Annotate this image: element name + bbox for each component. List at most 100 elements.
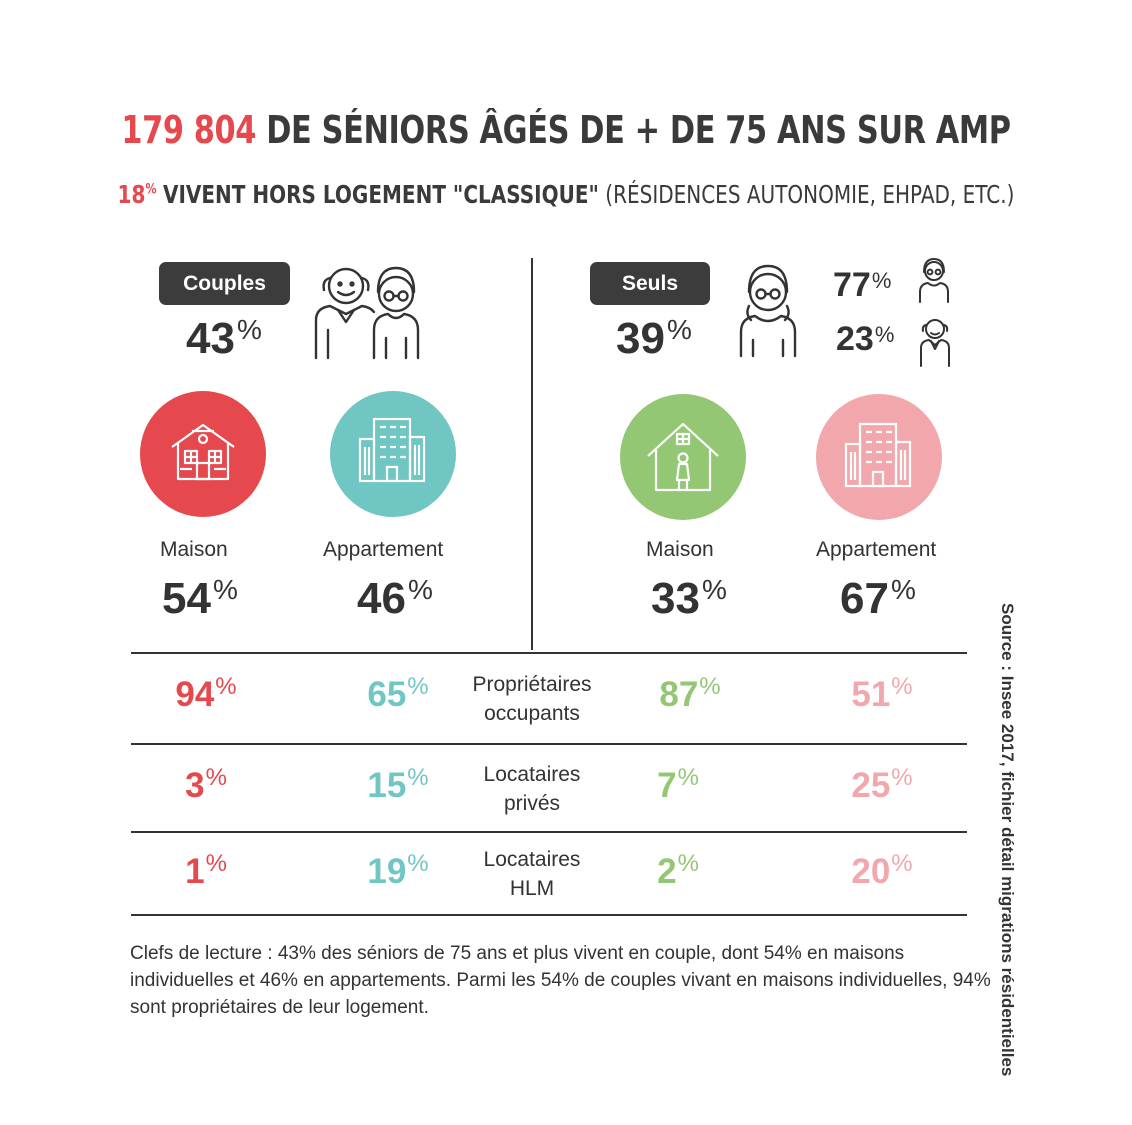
elderly-man-small-icon xyxy=(918,316,952,368)
seuls-maison-circle xyxy=(620,394,746,520)
subtitle-pct: 18 xyxy=(117,180,146,209)
seuls-appartement-pct: 67% xyxy=(840,574,916,624)
seuls-appartement-label: Appartement xyxy=(816,538,937,561)
table-divider xyxy=(131,743,967,745)
couples-appartement-label: Appartement xyxy=(323,538,444,561)
couples-maison-pct: 54% xyxy=(162,574,238,624)
pct-unit: % xyxy=(677,850,699,877)
seuls-maison-pct-value: 33 xyxy=(651,574,700,623)
seuls-maison-label: Maison xyxy=(646,538,714,561)
pct-unit: % xyxy=(666,314,692,345)
seuls-appartement-pct-value: 67 xyxy=(840,574,889,623)
cell-value: 2 xyxy=(657,852,677,891)
seuls-maison-pct: 33% xyxy=(651,574,727,624)
couples-appartement-circle xyxy=(330,391,456,517)
couples-maison-pct-value: 54 xyxy=(162,574,211,623)
table-cell-seuls-appartement: 20% xyxy=(812,850,952,892)
table-cell-seuls-maison: 87% xyxy=(620,673,760,715)
table-cell-seuls-maison: 7% xyxy=(608,764,748,806)
seuls-women-pct: 77% xyxy=(833,266,891,305)
subtitle-pct-unit: % xyxy=(145,181,157,198)
pct-unit: % xyxy=(407,850,429,877)
pct-unit: % xyxy=(701,574,727,605)
row-label-proprietaires: Propriétaires occupants xyxy=(452,670,612,728)
seuls-pct-value: 39 xyxy=(616,314,665,363)
pct-unit: % xyxy=(699,673,721,700)
table-divider xyxy=(131,914,967,916)
title-text: DE SÉNIORS ÂGÉS DE + DE 75 ANS SUR AMP xyxy=(266,108,1011,152)
seuls-badge: Seuls xyxy=(590,262,710,305)
pct-unit: % xyxy=(236,314,262,345)
cell-value: 15 xyxy=(367,766,407,805)
cell-value: 94 xyxy=(175,675,215,714)
table-cell-couples-appartement: 15% xyxy=(328,764,468,806)
couples-maison-label: Maison xyxy=(160,538,228,561)
pct-unit: % xyxy=(205,764,227,791)
cell-value: 51 xyxy=(851,675,891,714)
couples-pct: 43% xyxy=(186,314,262,364)
seuls-women-pct-value: 77 xyxy=(833,266,871,304)
table-cell-seuls-appartement: 25% xyxy=(812,764,952,806)
apartment-building-icon xyxy=(358,417,426,483)
house-icon xyxy=(647,422,719,492)
table-cell-couples-maison: 3% xyxy=(136,764,276,806)
reading-key-note: Clefs de lecture : 43% des séniors de 75… xyxy=(130,943,991,1018)
cell-value: 1 xyxy=(185,852,205,891)
page-subtitle: 18% VIVENT HORS LOGEMENT "CLASSIQUE" (RÉ… xyxy=(113,180,1019,209)
row-label-line: Propriétaires xyxy=(472,673,592,696)
table-cell-couples-appartement: 65% xyxy=(328,673,468,715)
seuls-appartement-circle xyxy=(816,394,942,520)
table-divider xyxy=(131,652,967,654)
elderly-woman-small-icon xyxy=(916,256,952,304)
cell-value: 19 xyxy=(367,852,407,891)
couples-maison-circle xyxy=(140,391,266,517)
title-number: 179 804 xyxy=(121,108,257,152)
table-cell-couples-maison: 94% xyxy=(136,673,276,715)
table-cell-seuls-appartement: 51% xyxy=(812,673,952,715)
page-title: 179 804 DE SÉNIORS ÂGÉS DE + DE 75 ANS S… xyxy=(113,108,1019,152)
pct-unit: % xyxy=(212,574,238,605)
pct-unit: % xyxy=(407,764,429,791)
source-note: Source : Insee 2017, fichier détail migr… xyxy=(998,603,1017,1077)
cell-value: 25 xyxy=(851,766,891,805)
cell-value: 87 xyxy=(659,675,699,714)
seuls-pct: 39% xyxy=(616,314,692,364)
row-label-line: HLM xyxy=(509,877,555,900)
table-cell-seuls-maison: 2% xyxy=(608,850,748,892)
pct-unit: % xyxy=(871,268,892,293)
pct-unit: % xyxy=(874,322,895,347)
pct-unit: % xyxy=(407,673,429,700)
couples-appartement-pct-value: 46 xyxy=(357,574,406,623)
couples-appartement-pct: 46% xyxy=(357,574,433,624)
seuls-men-pct: 23% xyxy=(836,320,894,359)
vertical-divider xyxy=(531,258,533,650)
pct-unit: % xyxy=(891,764,913,791)
subtitle-bold: VIVENT HORS LOGEMENT "CLASSIQUE" xyxy=(162,180,599,209)
row-label-line: privés xyxy=(503,792,561,815)
house-icon xyxy=(171,423,235,481)
table-cell-couples-appartement: 19% xyxy=(328,850,468,892)
seuls-men-pct-value: 23 xyxy=(836,320,874,358)
row-label-line: Locataires xyxy=(483,848,581,871)
row-label-locataires-prives: Locataires privés xyxy=(452,760,612,818)
table-divider xyxy=(131,831,967,833)
row-label-line: Locataires xyxy=(483,763,581,786)
table-cell-couples-maison: 1% xyxy=(136,850,276,892)
pct-unit: % xyxy=(215,673,237,700)
subtitle-rest: (RÉSIDENCES AUTONOMIE, EHPAD, ETC.) xyxy=(605,180,1015,209)
pct-unit: % xyxy=(891,673,913,700)
cell-value: 65 xyxy=(367,675,407,714)
cell-value: 7 xyxy=(657,766,677,805)
apartment-building-icon xyxy=(844,422,912,488)
elderly-woman-icon xyxy=(735,262,801,358)
cell-value: 3 xyxy=(185,766,205,805)
couples-pct-value: 43 xyxy=(186,314,235,363)
cell-value: 20 xyxy=(851,852,891,891)
couples-badge: Couples xyxy=(159,262,290,305)
pct-unit: % xyxy=(890,574,916,605)
pct-unit: % xyxy=(205,850,227,877)
row-label-line: occupants xyxy=(484,702,580,725)
pct-unit: % xyxy=(677,764,699,791)
row-label-locataires-hlm: Locataires HLM xyxy=(452,845,612,903)
elderly-couple-icon xyxy=(310,258,432,362)
